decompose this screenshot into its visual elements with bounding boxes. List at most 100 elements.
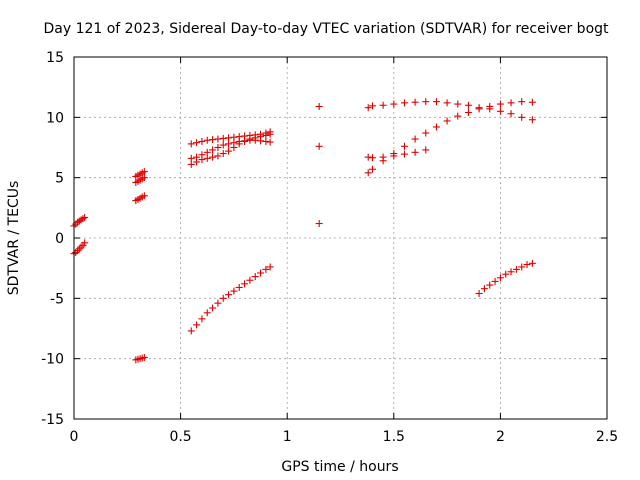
data-point [364,104,372,112]
data-point [528,98,536,106]
data-point [368,102,376,110]
data-point [502,270,510,278]
data-point [219,134,227,142]
data-point [251,134,259,142]
data-point [496,274,504,282]
data-point [140,168,148,176]
data-point [528,116,536,124]
data-point [140,174,148,182]
data-point [480,285,488,293]
y-tick-label: -5 [50,291,64,307]
data-point [400,99,408,107]
data-point [235,283,243,291]
data-point [257,133,265,141]
data-point [315,102,323,110]
data-point [379,153,387,161]
data-point [203,148,211,156]
data-point [193,321,201,329]
data-point [235,140,243,148]
y-tick-label: -15 [41,412,64,428]
data-point [518,113,526,121]
data-point [214,299,222,307]
data-point [422,98,430,106]
data-point [203,154,211,162]
data-point [140,192,148,200]
data-point [214,152,222,160]
data-point [198,156,206,164]
data-point [422,146,430,154]
data-point [225,291,233,299]
data-point [411,148,419,156]
data-point [379,101,387,109]
data-point [491,277,499,285]
data-point [219,150,227,158]
data-point [219,141,227,149]
data-point [193,139,201,147]
data-point [486,102,494,110]
y-axis-label: SDTVAR / TECUs [6,181,22,296]
data-point [209,153,217,161]
data-point [251,273,259,281]
data-point [400,142,408,150]
data-point [187,160,195,168]
data-point [246,135,254,143]
data-point [507,99,515,107]
data-point [198,137,206,145]
y-tick-label: 15 [46,50,64,66]
data-point [512,265,520,273]
data-point [496,107,504,115]
data-point [400,150,408,158]
x-tick-label: 1 [283,429,292,445]
x-tick-label: 2 [496,429,505,445]
grid-lines [74,57,607,419]
data-point [203,136,211,144]
data-point [257,269,265,277]
data-point [390,152,398,160]
data-point [266,263,274,271]
x-tick-label: 0.5 [169,429,191,445]
data-point [198,315,206,323]
data-point [368,165,376,173]
data-point [443,117,451,125]
chart-title: Day 121 of 2023, Sidereal Day-to-day VTE… [43,21,609,37]
data-point [187,154,195,162]
data-point [230,144,238,151]
data-point [364,153,372,161]
data-point [315,142,323,150]
data-point [225,147,233,155]
data-point [507,110,515,118]
data-point [187,140,195,148]
data-point [496,100,504,108]
data-point [193,158,201,166]
x-tick-label: 0 [70,429,79,445]
y-tick-label: 5 [55,171,64,187]
data-point [432,123,440,131]
data-point [422,129,430,137]
data-point [209,304,217,312]
data-point [266,130,274,138]
data-point [475,290,483,298]
data-point [315,220,323,228]
data-point [81,239,89,247]
data-point [266,138,274,146]
x-axis-label: GPS time / hours [281,459,398,475]
data-point [219,294,227,302]
data-point [368,154,376,162]
data-point [225,140,233,148]
data-point [79,215,87,223]
data-point [209,146,217,154]
data-point [432,98,440,106]
data-point [443,99,451,107]
data-points [70,98,536,364]
data-point [411,135,419,143]
data-point [454,100,462,108]
data-point [523,261,531,269]
data-point [518,263,526,271]
y-tick-label: 10 [46,110,64,126]
data-point [241,137,249,145]
data-point [140,353,148,361]
plot-frame [73,56,608,420]
data-point [214,135,222,143]
y-tick-label: 0 [55,231,64,247]
